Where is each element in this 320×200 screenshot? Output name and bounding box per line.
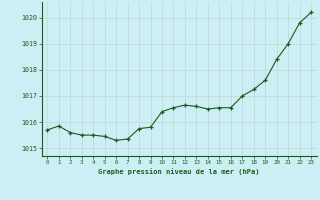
- X-axis label: Graphe pression niveau de la mer (hPa): Graphe pression niveau de la mer (hPa): [99, 168, 260, 175]
